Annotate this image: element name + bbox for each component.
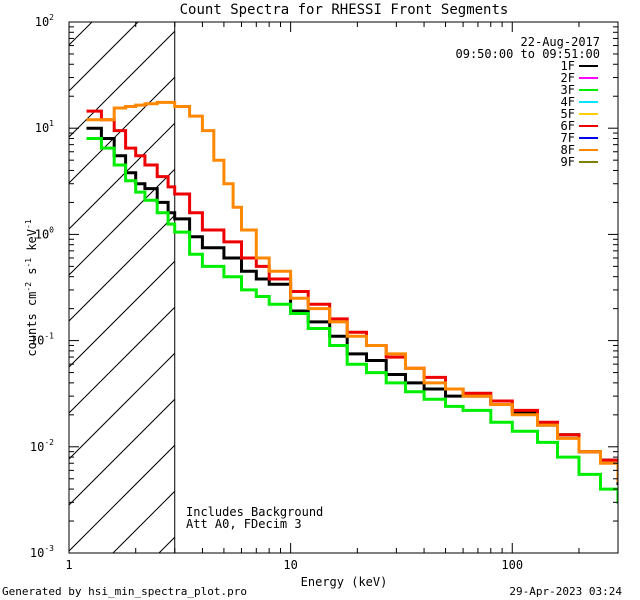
- x-tick-label: 100: [501, 558, 523, 572]
- legend-label: 5F: [561, 107, 575, 121]
- y-tick-base: 10: [35, 121, 49, 135]
- y-tick-exponent: -3: [44, 544, 54, 553]
- annotation-attenuator: Att A0, FDecim 3: [186, 517, 302, 531]
- series-line-1f: [86, 126, 618, 486]
- legend-label: 6F: [561, 119, 575, 133]
- hatch-line: [69, 22, 93, 46]
- series-line-6f: [86, 109, 618, 476]
- legend-label: 4F: [561, 95, 575, 109]
- x-tick-labels: 1 10 100: [65, 558, 523, 572]
- y-tick-exponent: 1: [49, 119, 54, 128]
- x-tick-label: 10: [283, 558, 297, 572]
- series-layer: [86, 100, 618, 504]
- background-hatch-region: [0, 0, 640, 553]
- y-tick-label: 100: [35, 225, 54, 241]
- hatch-line: [69, 168, 175, 276]
- hatch-line: [0, 0, 89, 553]
- hatch-line: [69, 214, 175, 322]
- hatch-line: [0, 0, 135, 553]
- legend-label: 1F: [561, 59, 575, 73]
- y-tick-exponent: -2: [44, 438, 54, 447]
- y-tick-label: 10-3: [30, 544, 54, 560]
- y-tick-label: 10-1: [30, 332, 54, 348]
- y-tick-exponent: -1: [44, 332, 54, 341]
- y-tick-exponent: 0: [49, 225, 54, 234]
- legend-label: 7F: [561, 131, 575, 145]
- chart-title: Count Spectra for RHESSI Front Segments: [180, 2, 509, 18]
- hatch-line: [69, 444, 175, 552]
- hatch-line: [69, 122, 175, 230]
- legend-label: 3F: [561, 83, 575, 97]
- footer-timestamp: 29-Apr-2023 03:24: [509, 585, 622, 598]
- hatch-line: [69, 352, 175, 460]
- x-tick-label: 1: [65, 558, 72, 572]
- y-tick-base: 10: [35, 227, 49, 241]
- y-tick-label: 102: [35, 13, 54, 29]
- series-line-3f: [86, 137, 618, 504]
- hatch-line: [69, 260, 175, 368]
- legend-label: 2F: [561, 71, 575, 85]
- footer-generated-by: Generated by hsi_min_spectra_plot.pro: [2, 585, 247, 598]
- y-tick-base: 10: [30, 440, 44, 454]
- legend-label: 8F: [561, 143, 575, 157]
- y-tick-label: 10-2: [30, 438, 54, 454]
- hatch-line: [69, 22, 139, 92]
- y-tick-base: 10: [30, 334, 44, 348]
- hatch-line: [69, 30, 175, 138]
- hatch-line: [69, 398, 175, 506]
- hatch-line: [69, 306, 175, 414]
- y-tick-base: 10: [35, 15, 49, 29]
- y-tick-label: 101: [35, 119, 54, 135]
- axis-ticks: [68, 21, 619, 554]
- y-tick-base: 10: [30, 546, 44, 560]
- y-tick-exponent: 2: [49, 13, 54, 22]
- date-label: 22-Aug-2017: [521, 35, 600, 49]
- time-range-label: 09:50:00 to 09:51:00: [456, 47, 601, 61]
- annotation-background: Includes Background: [186, 505, 323, 519]
- y-axis-label: counts cm-2 s-1 keV-1: [24, 219, 39, 356]
- plot-frame: [68, 21, 619, 554]
- x-axis-label: Energy (keV): [301, 575, 388, 589]
- legend-label: 9F: [561, 155, 575, 169]
- hatch-line: [251, 0, 640, 553]
- series-line-8f: [86, 100, 618, 483]
